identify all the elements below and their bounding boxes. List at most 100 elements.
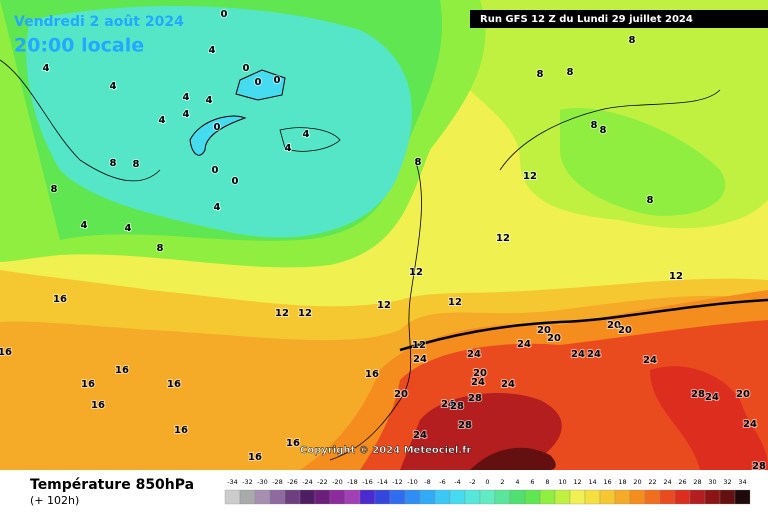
legend-label: 10 xyxy=(558,478,566,486)
legend-swatch xyxy=(329,489,346,505)
contour-label: 24 xyxy=(467,349,481,360)
legend-swatch xyxy=(599,489,616,505)
legend-label: 4 xyxy=(515,478,519,486)
contour-label: 8 xyxy=(110,158,117,169)
contour-label: 8 xyxy=(591,120,598,131)
contour-label: 24 xyxy=(517,339,531,350)
front-line xyxy=(399,298,768,352)
contour-label: 28 xyxy=(450,401,464,412)
legend-swatch xyxy=(614,489,631,505)
legend-label: -10 xyxy=(407,478,418,486)
legend-swatch xyxy=(254,489,271,505)
contour-label: 12 xyxy=(275,308,289,319)
date: Vendredi 2 août 2024 xyxy=(14,14,184,30)
legend-label: -20 xyxy=(332,478,343,486)
contour-label: 20 xyxy=(547,333,561,344)
contour-label: 12 xyxy=(669,271,683,282)
legend-label: -12 xyxy=(392,478,403,486)
contour-label: 8 xyxy=(51,184,58,195)
contour-label: 4 xyxy=(110,81,117,92)
contour-label: 28 xyxy=(458,420,472,431)
legend-title: Température 850hPa xyxy=(30,477,194,493)
contour-label: 20 xyxy=(473,368,487,379)
contour-label: 16 xyxy=(0,347,12,358)
contour-label: 8 xyxy=(567,67,574,78)
contour-label: 0 xyxy=(243,63,250,74)
copyright: Copyright © 2024 Meteociel.fr xyxy=(300,445,471,456)
coast-iceland xyxy=(279,127,341,152)
legend-swatch xyxy=(239,489,256,505)
legend-swatch xyxy=(704,489,721,505)
legend-label: -28 xyxy=(272,478,283,486)
legend-label: 16 xyxy=(603,478,611,486)
legend-label: -8 xyxy=(424,478,430,486)
legend-label: 2 xyxy=(500,478,504,486)
contour-label: 16 xyxy=(81,379,95,390)
field-0-b xyxy=(189,115,247,156)
legend-swatch xyxy=(284,489,301,505)
temperature-field xyxy=(0,0,768,470)
contour-label: 28 xyxy=(691,389,705,400)
legend-label: 8 xyxy=(545,478,549,486)
legend-swatch xyxy=(554,489,571,505)
contour-label: 12 xyxy=(377,300,391,311)
contour-label: 8 xyxy=(647,195,654,206)
legend-swatch xyxy=(434,489,451,505)
legend-label: -6 xyxy=(439,478,445,486)
legend-swatch xyxy=(494,489,511,505)
contour-label: 0 xyxy=(274,75,281,86)
legend-swatch xyxy=(374,489,391,505)
legend-swatch xyxy=(659,489,676,505)
contour-label: 4 xyxy=(214,202,221,213)
field-8-east xyxy=(560,108,726,216)
legend-label: 28 xyxy=(693,478,701,486)
legend-swatch xyxy=(449,489,466,505)
contour-label: 12 xyxy=(298,308,312,319)
contour-label: 28 xyxy=(752,461,766,472)
legend-label: -26 xyxy=(287,478,298,486)
contour-label: 0 xyxy=(212,165,219,176)
legend-swatch xyxy=(314,489,331,505)
contour-label: 4 xyxy=(43,63,50,74)
contour-label: 24 xyxy=(587,349,601,360)
legend-label: -30 xyxy=(257,478,268,486)
coast-scandinavia xyxy=(499,89,721,171)
contour-label: 8 xyxy=(133,159,140,170)
contour-label: 8 xyxy=(629,35,636,46)
legend-swatch xyxy=(644,489,661,505)
contour-label: 0 xyxy=(214,122,221,133)
legend-swatch xyxy=(539,489,556,505)
legend-swatch xyxy=(224,489,241,505)
contour-label: 16 xyxy=(91,400,105,411)
legend-swatch xyxy=(389,489,406,505)
contour-label: 24 xyxy=(743,419,757,430)
contour-label: 20 xyxy=(394,389,408,400)
contour-label: 20 xyxy=(736,389,750,400)
contour-label: 12 xyxy=(412,340,426,351)
legend-label: 30 xyxy=(708,478,716,486)
legend-swatch xyxy=(479,489,496,505)
contour-label: 4 xyxy=(303,129,310,140)
contour-label: 0 xyxy=(232,176,239,187)
contour-label: 4 xyxy=(125,223,132,234)
legend-swatch xyxy=(629,489,646,505)
legend-swatch xyxy=(719,489,736,505)
time: 20:00 locale xyxy=(14,35,144,57)
contour-label: 4 xyxy=(206,95,213,106)
contour-label: 4 xyxy=(81,220,88,231)
contour-label: 20 xyxy=(618,325,632,336)
field-32 xyxy=(470,447,556,470)
contour-label: 24 xyxy=(501,379,515,390)
contour-label: 20 xyxy=(537,325,551,336)
contour-label: 8 xyxy=(415,157,422,168)
legend-swatch xyxy=(524,489,541,505)
legend-swatch xyxy=(464,489,481,505)
run-info: Run GFS 12 Z du Lundi 29 juillet 2024 xyxy=(480,14,693,25)
contour-label: 12 xyxy=(523,171,537,182)
contour-label: 12 xyxy=(409,267,423,278)
contour-label: 8 xyxy=(157,243,164,254)
legend-swatch xyxy=(299,489,316,505)
contour-label: 0 xyxy=(255,77,262,88)
legend-label: 32 xyxy=(723,478,731,486)
legend-swatch xyxy=(689,489,706,505)
